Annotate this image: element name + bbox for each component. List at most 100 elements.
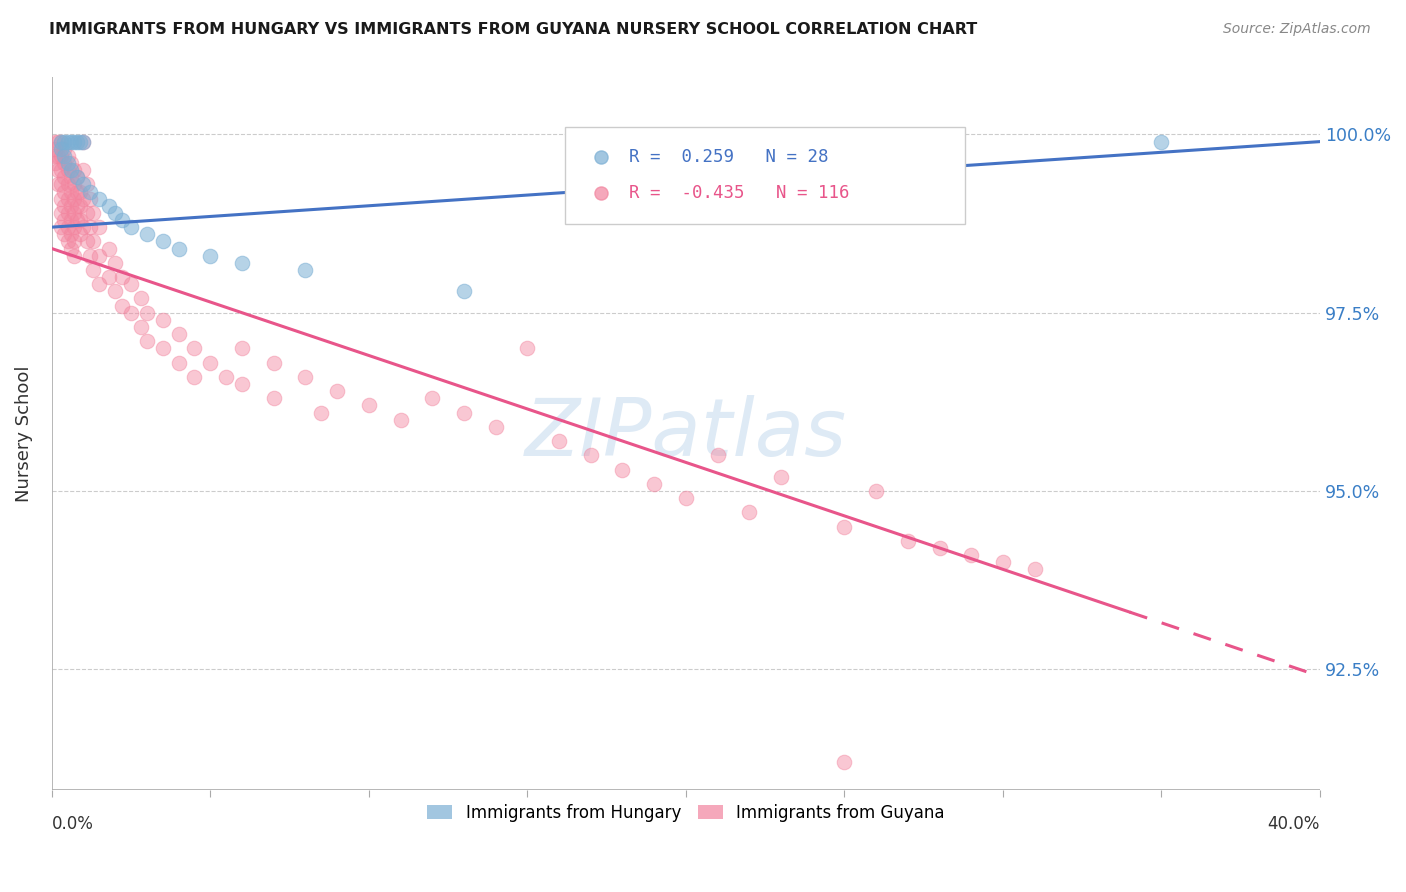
Point [51, 220, 73, 235]
Point [485, 419, 508, 434]
Point [215, 369, 238, 384]
FancyBboxPatch shape [565, 128, 965, 224]
Point [97, 199, 120, 213]
Point [200, 249, 222, 263]
Point [44, 142, 66, 156]
Point [51, 206, 73, 220]
Point [89, 220, 111, 235]
Point [389, 412, 412, 426]
Point [63, 249, 86, 263]
Point [82, 263, 104, 277]
Point [69, 227, 91, 242]
Point [53, 227, 76, 242]
Point [69, 213, 91, 227]
Point [453, 405, 475, 419]
Point [56, 192, 79, 206]
Point [69, 185, 91, 199]
Point [135, 334, 157, 349]
Point [51, 192, 73, 206]
Point [89, 249, 111, 263]
Text: IMMIGRANTS FROM HUNGARY VS IMMIGRANTS FROM GUYANA NURSERY SCHOOL CORRELATION CHA: IMMIGRANTS FROM HUNGARY VS IMMIGRANTS FR… [49, 22, 977, 37]
Point [231, 342, 253, 356]
Point [46, 178, 69, 192]
Point [834, 519, 856, 533]
Point [69, 199, 91, 213]
Point [183, 369, 205, 384]
Point [63, 178, 86, 192]
Y-axis label: Nursery School: Nursery School [15, 366, 32, 502]
Point [53, 142, 76, 156]
Point [263, 391, 285, 405]
Text: R =  0.259   N = 28: R = 0.259 N = 28 [628, 148, 828, 166]
Point [63, 163, 86, 178]
Point [104, 206, 127, 220]
Point [706, 448, 728, 462]
Point [63, 206, 86, 220]
Point [53, 213, 76, 227]
Point [167, 242, 190, 256]
Point [548, 434, 571, 448]
Point [97, 270, 120, 285]
Point [72, 135, 94, 149]
Point [152, 235, 174, 249]
Point [53, 185, 76, 199]
Point [59, 170, 82, 185]
Point [76, 235, 98, 249]
Point [79, 185, 101, 199]
Point [56, 235, 79, 249]
Point [516, 342, 538, 356]
Point [120, 277, 142, 292]
Point [183, 342, 205, 356]
Point [834, 755, 856, 769]
Point [53, 135, 76, 149]
Point [309, 405, 332, 419]
Point [357, 398, 380, 412]
Point [1024, 562, 1046, 576]
Point [991, 555, 1014, 569]
Point [72, 220, 94, 235]
Point [738, 505, 761, 519]
Point [59, 242, 82, 256]
Point [63, 235, 86, 249]
Point [53, 170, 76, 185]
Point [46, 163, 69, 178]
Point [231, 376, 253, 391]
Point [97, 242, 120, 256]
Point [56, 220, 79, 235]
Legend: Immigrants from Hungary, Immigrants from Guyana: Immigrants from Hungary, Immigrants from… [420, 797, 950, 829]
Point [231, 256, 253, 270]
Point [82, 235, 104, 249]
Point [51, 178, 73, 192]
Point [79, 220, 101, 235]
Point [46, 135, 69, 149]
Point [579, 448, 602, 462]
Point [167, 327, 190, 342]
Point [110, 270, 132, 285]
Point [76, 206, 98, 220]
Point [51, 135, 73, 149]
Point [294, 263, 316, 277]
Point [104, 256, 127, 270]
Point [82, 206, 104, 220]
Point [51, 163, 73, 178]
Point [129, 292, 152, 306]
Point [72, 135, 94, 149]
Point [110, 299, 132, 313]
Point [135, 227, 157, 242]
Point [59, 163, 82, 178]
Point [66, 170, 89, 185]
Text: 40.0%: 40.0% [1268, 815, 1320, 833]
Point [89, 192, 111, 206]
Point [59, 135, 82, 149]
Point [104, 285, 127, 299]
Point [76, 178, 98, 192]
Point [56, 135, 79, 149]
Point [72, 192, 94, 206]
Point [79, 249, 101, 263]
Point [56, 156, 79, 170]
Point [51, 142, 73, 156]
Point [612, 462, 634, 476]
Point [66, 135, 89, 149]
Point [152, 313, 174, 327]
Point [200, 356, 222, 370]
